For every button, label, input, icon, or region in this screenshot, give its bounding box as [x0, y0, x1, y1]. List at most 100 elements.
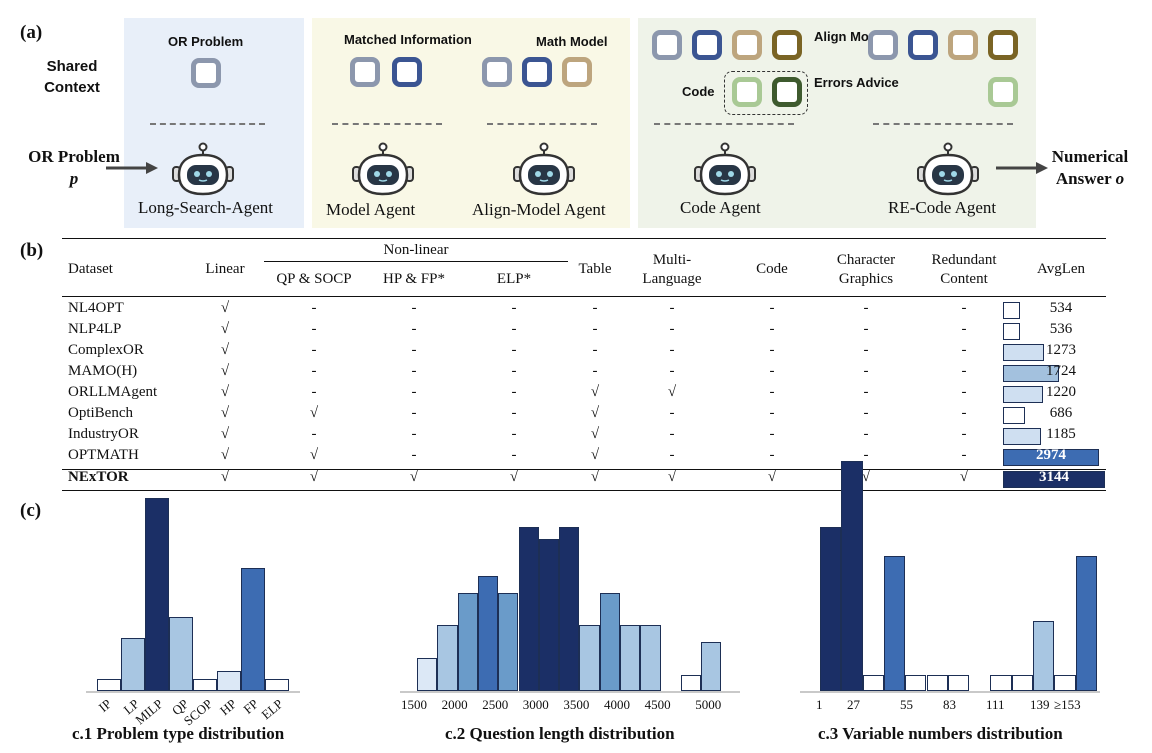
table-cell: -: [411, 426, 417, 442]
table-cell: -: [961, 321, 967, 337]
context-square-dark-green: [772, 77, 802, 107]
histogram-bar: [265, 678, 289, 691]
histogram-bar: [437, 625, 458, 691]
agent-label-long-search: Long-Search-Agent: [138, 198, 274, 217]
avglen-value: 1185: [1046, 426, 1076, 442]
table-cell: -: [669, 363, 675, 379]
table-cell: -: [961, 363, 967, 379]
dataset-name: MAMO(H): [68, 363, 138, 379]
avglen-bar: [1003, 365, 1059, 382]
header-character-graphics: Character Graphics: [836, 252, 896, 287]
tick-label: 83: [943, 697, 956, 712]
histogram-bar: [477, 576, 499, 691]
table-cell: √: [861, 469, 871, 485]
tick-label: 1500: [401, 697, 427, 712]
table-top-rule: [62, 238, 1106, 239]
tick-label: 2000: [441, 697, 468, 712]
table-cell: -: [863, 426, 869, 442]
context-square-tan: [732, 30, 762, 60]
table-cell: -: [863, 321, 869, 337]
context-square-grey-blue: [350, 57, 380, 87]
context-square-navy: [522, 57, 552, 87]
histogram-bar: [640, 625, 661, 691]
table-cell: -: [311, 363, 317, 379]
dataset-name: NL4OPT: [68, 300, 124, 316]
agent-label-code: Code Agent: [680, 198, 761, 217]
table-cell: -: [669, 447, 675, 463]
input-arrow: [106, 162, 158, 174]
agent-label-re-code: RE-Code Agent: [888, 198, 997, 217]
table-cell: -: [411, 342, 417, 358]
histogram-bar: [518, 527, 539, 691]
tick-label: 1: [816, 697, 823, 712]
dataset-name: NLP4LP: [68, 321, 122, 337]
table-cell: -: [961, 384, 967, 400]
histogram-bar: [947, 674, 970, 691]
table-cell: -: [511, 363, 517, 379]
histogram-bar: [457, 592, 478, 691]
table-cell: √: [220, 405, 230, 421]
separator: [487, 123, 597, 125]
tick-label: 3000: [522, 697, 549, 712]
table-cell: -: [511, 321, 517, 337]
table-cell: -: [769, 363, 775, 379]
avglen-bar: [1003, 449, 1099, 466]
histogram-bar: [1054, 674, 1076, 691]
shared-context-label: Shared Context: [44, 58, 100, 96]
header-table: Table: [578, 261, 612, 277]
histogram-bar: [559, 527, 580, 691]
panel-label-c: (c): [20, 500, 42, 521]
or-problem-context-label: OR Problem: [168, 34, 244, 49]
tick-label: ≥153: [1054, 697, 1081, 712]
table-cell: √: [309, 469, 319, 485]
table-cell: √: [220, 447, 230, 463]
chart-caption-c3: c.3 Variable numbers distribution: [818, 724, 1063, 743]
histogram-bar: [538, 539, 560, 691]
histogram-bar: [417, 658, 438, 691]
histogram-bar: [841, 461, 863, 691]
avglen-bar: [1003, 471, 1105, 488]
robot-icon: [513, 142, 575, 196]
table-cell: -: [592, 321, 598, 337]
header-elp: ELP*: [496, 271, 532, 287]
table-cell: √: [590, 469, 600, 485]
tick-label: HP: [216, 696, 240, 719]
table-cell: √: [959, 469, 969, 485]
table-cell: √: [667, 384, 677, 400]
header-dataset: Dataset: [68, 261, 113, 277]
table-cell: √: [220, 321, 230, 337]
x-axis: [86, 691, 300, 693]
table-cell: √: [220, 300, 230, 316]
separator: [654, 123, 794, 125]
histogram-bar: [990, 674, 1012, 691]
table-cell: -: [961, 447, 967, 463]
output-arrow: [996, 162, 1048, 174]
dataset-name: IndustryOR: [68, 426, 139, 442]
table-cell: -: [511, 426, 517, 442]
header-hp-fp: HP & FP*: [383, 271, 445, 287]
dataset-name: NExTOR: [68, 469, 129, 485]
robot-icon: [917, 142, 979, 196]
table-cell: -: [863, 384, 869, 400]
table-cell: -: [769, 447, 775, 463]
context-square-navy: [908, 30, 938, 60]
table-cell: √: [409, 469, 419, 485]
x-axis: [400, 691, 740, 693]
table-cell: √: [667, 469, 677, 485]
context-square-navy: [692, 30, 722, 60]
table-cell: -: [311, 384, 317, 400]
table-cell: √: [590, 384, 600, 400]
or-problem-context-square: [191, 58, 221, 88]
histogram-bar: [145, 498, 169, 691]
avglen-bar: [1003, 407, 1025, 424]
histogram-bar: [905, 674, 927, 691]
header-multi-language: Multi-Language: [642, 252, 702, 287]
avglen-value: 686: [1049, 405, 1073, 421]
avglen-bar: [1003, 302, 1020, 319]
tick-label: FP: [240, 696, 262, 717]
header-linear: Linear: [205, 261, 245, 277]
table-cell: -: [669, 300, 675, 316]
table-cell: √: [309, 405, 319, 421]
histogram-bar: [820, 527, 842, 691]
table-cell: -: [592, 363, 598, 379]
